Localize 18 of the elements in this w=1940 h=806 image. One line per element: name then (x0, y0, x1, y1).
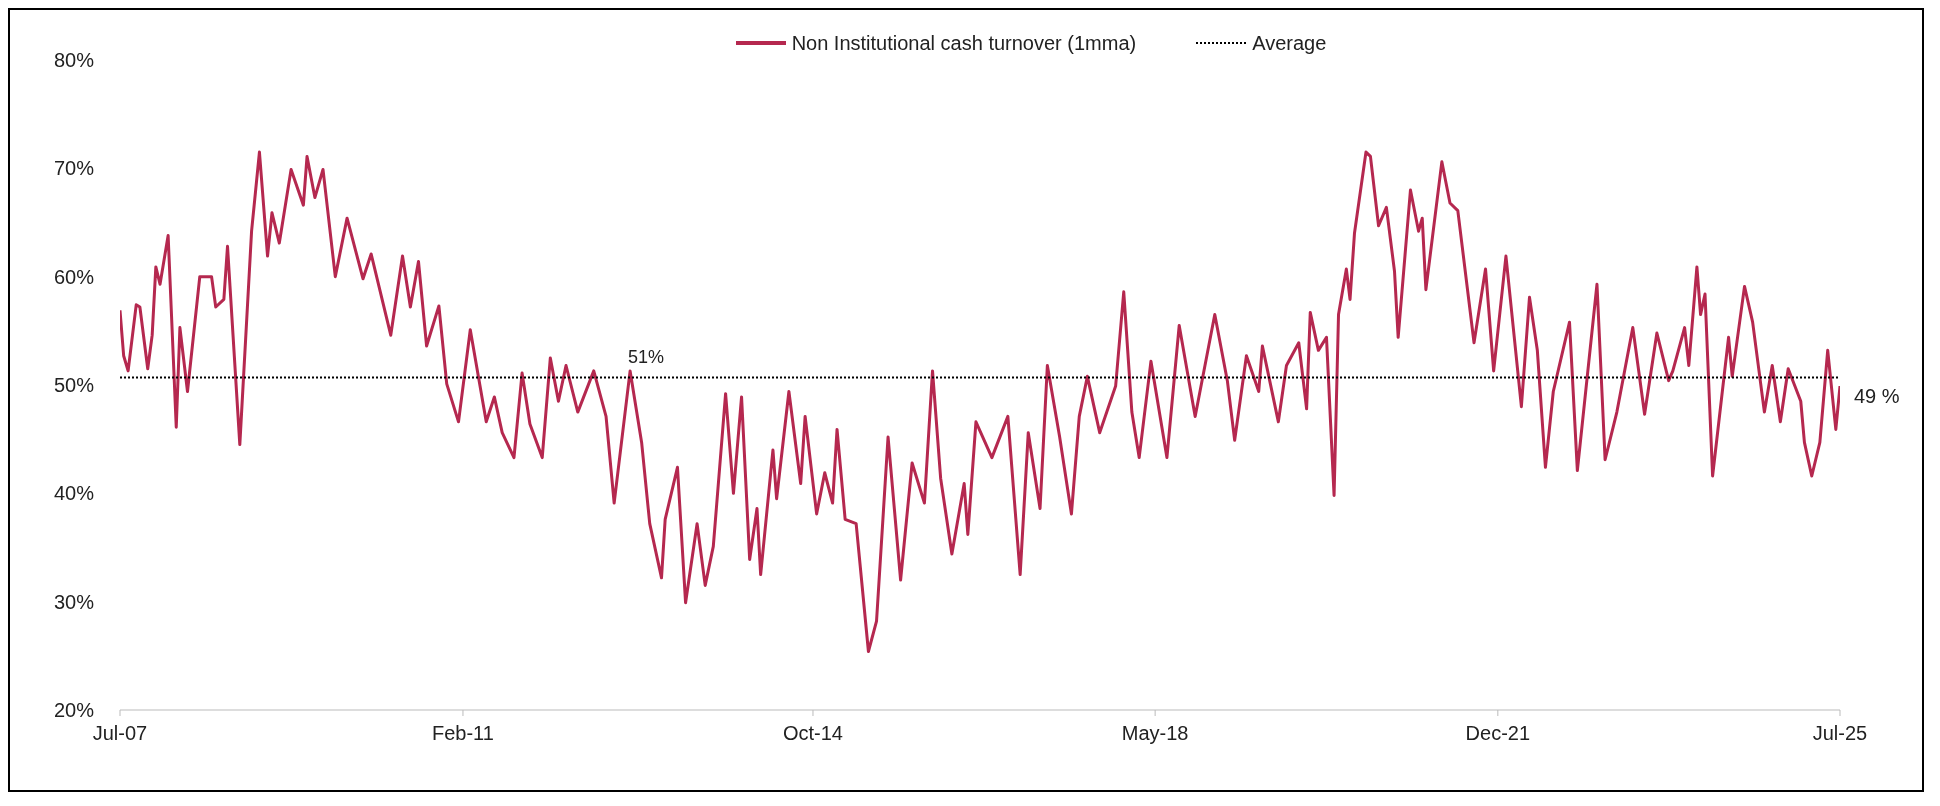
legend-label: Non Institutional cash turnover (1mma) (790, 31, 1137, 55)
y-tick-label: 30% (53, 590, 95, 613)
x-tick-label: Jul-07 (92, 722, 148, 745)
y-tick-label: 70% (53, 157, 95, 180)
x-tick-label: Dec-21 (1465, 722, 1531, 745)
x-tick-label: Oct-14 (782, 722, 843, 745)
line-series (120, 150, 1840, 653)
y-tick-label: 80% (53, 49, 95, 72)
legend-label: Average (1251, 31, 1327, 55)
x-tick-label: May-18 (1121, 722, 1189, 745)
annotation: 49 % (1854, 384, 1900, 407)
y-tick-label: 20% (53, 699, 95, 722)
y-tick-label: 60% (53, 265, 95, 288)
y-tick-label: 50% (53, 374, 95, 397)
annotation: 51% (628, 347, 665, 368)
x-tick-label: Feb-11 (432, 722, 494, 745)
y-tick-label: 40% (53, 482, 95, 505)
x-tick-label: Jul-25 (1812, 722, 1868, 745)
